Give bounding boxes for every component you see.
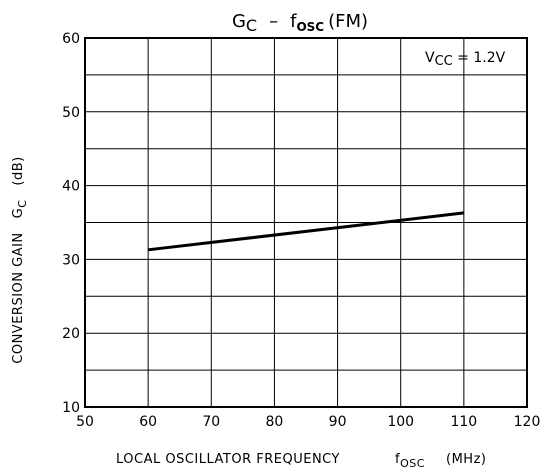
title-gain-symbol: G [232,11,246,32]
y-axis-unit: (dB) [11,156,26,185]
plot-frame [84,37,528,408]
y-axis-symbol-subscript: C [16,200,29,208]
title-dash: – [269,11,278,32]
x-tick-label: 110 [450,414,477,430]
x-tick-label: 50 [76,414,94,430]
y-tick-label: 30 [62,252,80,268]
y-axis-label-text: CONVERSION GAIN [11,232,26,363]
x-tick-label: 100 [387,414,414,430]
x-tick-label: 90 [329,414,347,430]
x-tick-label: 70 [202,414,220,430]
y-tick-label: 20 [62,326,80,342]
title-gain-subscript: C [246,16,257,35]
x-axis-label: LOCAL OSCILLATOR FREQUENCY fOSC (MHz) [116,452,486,470]
grid [85,38,527,407]
x-tick-labels: 50 60 70 80 90 100 110 120 [76,414,540,430]
series-group [147,211,465,252]
y-tick-label: 10 [62,400,80,416]
y-axis-label: CONVERSION GAIN GC (dB) [11,156,29,363]
y-axis-symbol: G [11,208,26,219]
chart-title: GC – fOSC (FM) [232,11,368,35]
vcc-symbol: V [425,50,435,66]
x-axis-symbol: f [395,452,400,467]
vcc-annotation: VCC = 1.2V [425,50,506,69]
title-f-symbol: f [290,11,297,32]
y-tick-label: 50 [62,105,80,121]
x-tick-label: 80 [266,414,284,430]
y-tick-label: 60 [62,31,80,47]
y-tick-labels: 10 20 30 40 50 60 [62,31,80,416]
title-suffix: (FM) [328,11,368,32]
x-tick-label: 120 [514,414,541,430]
vcc-subscript: CC [435,54,453,69]
x-tick-label: 60 [139,414,157,430]
vcc-value: = 1.2V [453,50,506,66]
title-f-subscript: OSC [296,20,324,34]
y-tick-label: 40 [62,179,80,195]
x-axis-unit: (MHz) [446,452,486,467]
series-line-0 [147,211,465,252]
x-axis-label-text: LOCAL OSCILLATOR FREQUENCY [116,452,340,467]
x-axis-symbol-subscript: OSC [400,457,425,470]
